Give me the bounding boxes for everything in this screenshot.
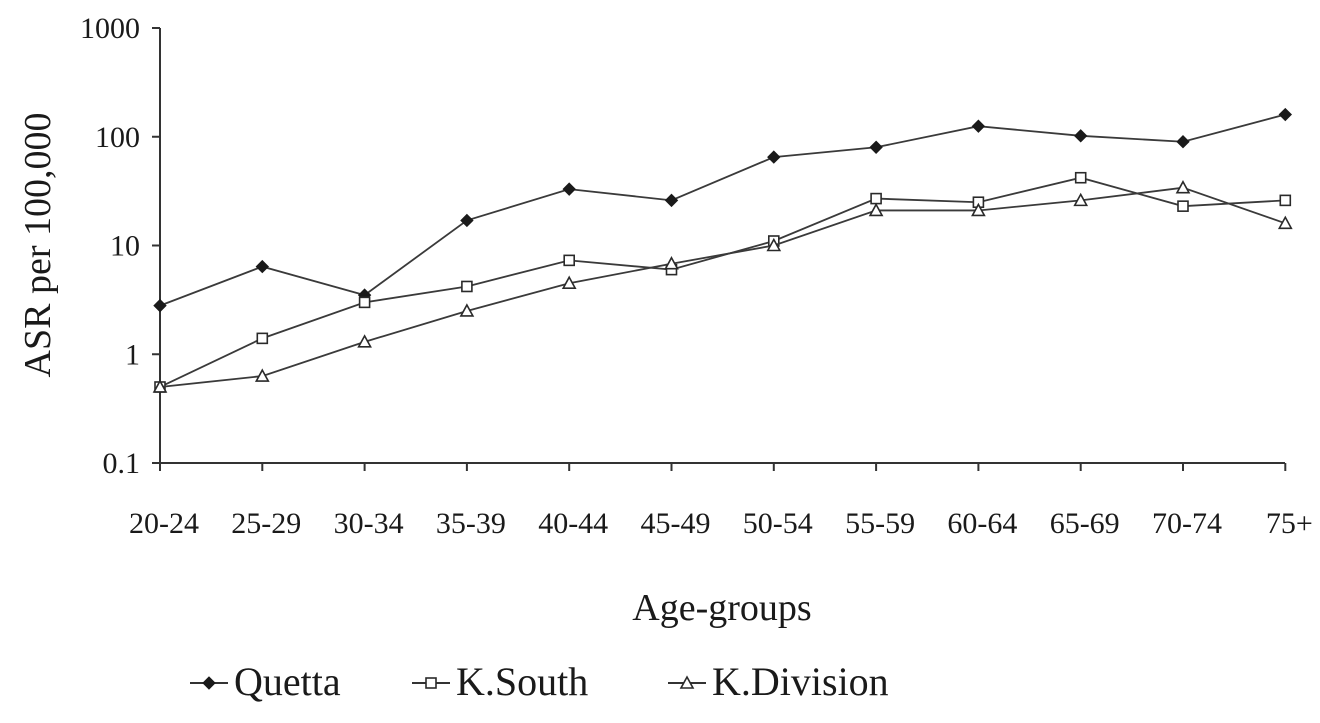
legend-label: Quetta (234, 659, 341, 704)
legend-label: K.South (456, 659, 588, 704)
triangle-data-point (357, 334, 372, 348)
legend-label: K.Division (712, 659, 889, 704)
x-tick-label: 40-44 (538, 507, 608, 540)
series-line (159, 176, 1286, 388)
diamond-data-point (255, 259, 270, 274)
y-tick-label: 1 (125, 338, 140, 371)
x-tick-label: 70-74 (1152, 507, 1222, 540)
x-tick-label: 65-69 (1050, 507, 1120, 540)
legend-square-marker (425, 677, 437, 689)
diamond-data-point (1073, 129, 1088, 143)
legend: Quetta K.South K.Division (190, 659, 889, 704)
plot-area (159, 28, 1285, 464)
square-data-point (1074, 171, 1087, 184)
x-tick-label: 60-64 (947, 507, 1017, 540)
triangle-data-point (1073, 192, 1089, 207)
series-quetta (153, 107, 1293, 313)
triangle-data-point (254, 368, 270, 382)
x-axis-title: Age-groups (632, 587, 811, 629)
x-tick-label: 25-29 (231, 507, 301, 540)
legend-item: K.South (412, 659, 588, 704)
diamond-data-point (1278, 107, 1293, 122)
x-tick-label: 75+ (1266, 507, 1313, 540)
diamond-data-point (562, 182, 576, 196)
y-axis-title: ASR per 100,000 (17, 113, 59, 378)
triangle-data-point (459, 303, 475, 317)
series-line (159, 186, 1286, 388)
square-data-point (1177, 200, 1189, 212)
y-tick-label: 1000 (80, 12, 140, 45)
diamond-data-point (1176, 135, 1190, 149)
series-k-division (152, 180, 1293, 393)
triangle-data-point (971, 202, 986, 217)
x-tick-label: 45-49 (641, 507, 711, 540)
legend-item: Quetta (190, 659, 341, 704)
series-line (159, 113, 1286, 307)
x-tick-label: 30-34 (334, 507, 404, 540)
x-tick-label: 55-59 (845, 507, 915, 540)
diamond-data-point (153, 298, 167, 313)
legend-item: K.Division (668, 659, 889, 704)
triangle-data-point (766, 237, 782, 252)
triangle-data-point (868, 202, 884, 217)
x-tick-label: 50-54 (743, 507, 813, 540)
triangle-data-point (1277, 215, 1293, 230)
triangle-data-point (561, 275, 577, 290)
diamond-data-point (767, 150, 781, 164)
y-tick-label: 0.1 (103, 447, 141, 480)
diamond-data-point (664, 193, 679, 208)
diamond-data-point (869, 140, 883, 154)
triangle-data-point (152, 379, 168, 393)
y-axis-ticks: 1000 100 10 1 0.1 (80, 12, 160, 480)
y-tick-label: 10 (110, 230, 140, 263)
square-data-point (358, 296, 371, 309)
square-data-point (1279, 194, 1292, 207)
diamond-data-point (460, 213, 474, 228)
series-layer (152, 107, 1293, 393)
legend-diamond-marker (202, 676, 216, 690)
x-axis-ticks: 20-24 25-29 30-34 35-39 40-44 45-49 50-54 55-59… (129, 463, 1313, 540)
square-data-point (256, 332, 269, 345)
square-data-point (563, 254, 576, 267)
triangle-data-point (664, 256, 679, 270)
diamond-data-point (971, 119, 986, 133)
square-data-point (461, 280, 473, 293)
triangle-data-point (1175, 180, 1191, 194)
y-tick-label: 100 (95, 121, 140, 154)
legend-triangle-marker (679, 675, 695, 689)
x-tick-label: 20-24 (129, 507, 199, 540)
series-k-south (154, 171, 1292, 393)
square-data-point (870, 192, 882, 205)
x-tick-label: 35-39 (436, 507, 506, 540)
